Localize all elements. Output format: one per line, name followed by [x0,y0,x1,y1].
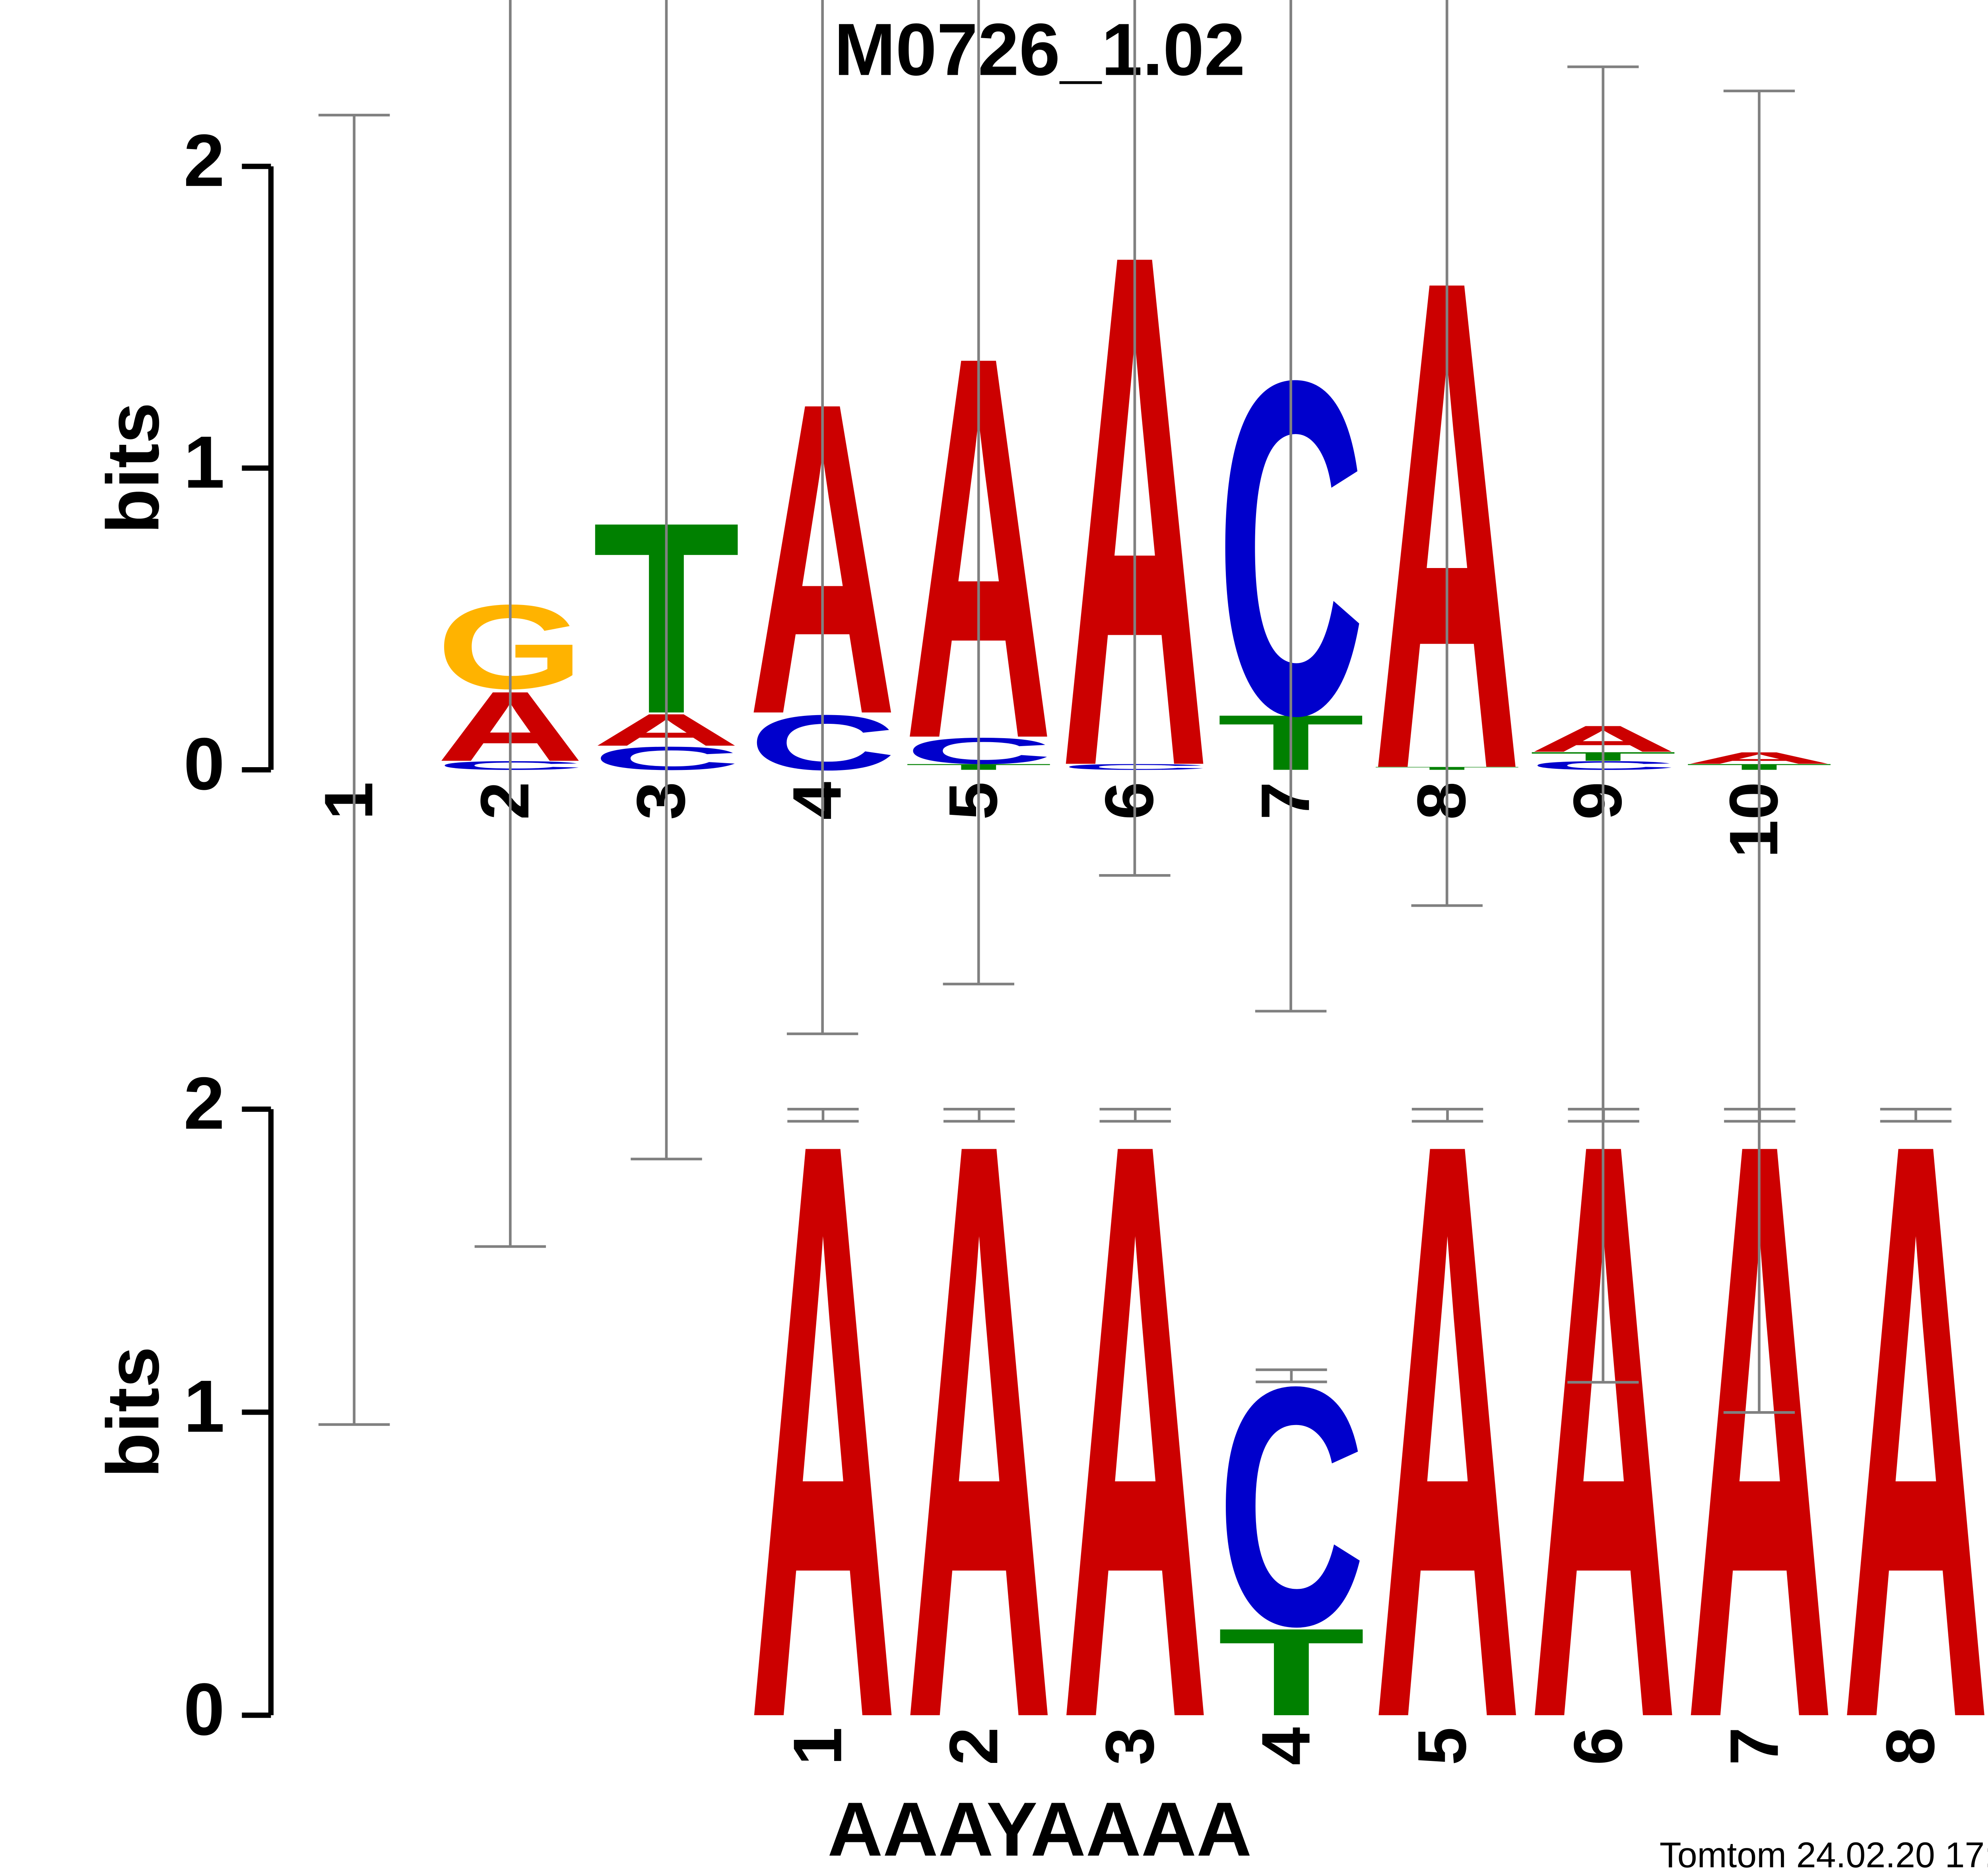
y-tick-label: 2 [184,1062,225,1144]
y-tick-label: 0 [184,1668,225,1751]
error-bar [1567,65,1639,1384]
x-tick-label: 3 [623,782,699,820]
x-tick-label: 4 [779,782,855,820]
x-tick-label: 7 [1247,782,1324,820]
error-bar [786,0,858,1035]
x-tick-label: 6 [1560,1727,1637,1765]
error-bar [1568,1108,1639,1123]
x-tick-label: 5 [935,782,1011,820]
x-tick-label: 2 [466,782,543,820]
x-tick-label: 9 [1559,782,1636,820]
error-bar [318,114,390,1426]
footer: Tomtom 24.02.20 17:27 [1660,1836,1988,1875]
error-bar [943,0,1014,985]
error-bar [787,1108,859,1123]
x-tick-label: 1 [310,782,387,820]
error-bar [1099,1108,1171,1123]
x-tick-label: 2 [935,1727,1012,1765]
error-bar [631,0,702,1161]
error-bars [318,0,1952,1426]
y-axis-label: bits [92,402,174,534]
logo-letter: T [1217,1603,1365,1742]
x-tick-label: 5 [1404,1727,1480,1765]
error-bar [1411,0,1483,907]
x-tick-label: 8 [1872,1727,1949,1765]
error-bar [943,1108,1015,1123]
error-bar [1724,1108,1796,1123]
y-tick-label: 1 [184,421,225,504]
x-tick-label: 8 [1403,782,1480,820]
error-bar [1099,0,1171,877]
error-bar [1880,1108,1952,1123]
x-tick-label: 10 [1715,782,1792,858]
chart-title: M0726_1.02 [834,9,1245,91]
x-tick-label: 7 [1716,1727,1792,1765]
error-bar [1411,1108,1483,1123]
error-bar [1723,89,1795,1414]
error-bar [1255,0,1327,1013]
x-tick-label: 6 [1091,782,1168,820]
y-tick-label: 1 [184,1365,225,1448]
error-bar [474,0,546,1248]
x-tick-label: 4 [1248,1727,1324,1765]
x-tick-label: 1 [779,1727,856,1765]
y-tick-label: 0 [184,723,225,805]
y-tick-label: 2 [184,120,225,202]
error-bar [1256,1368,1327,1383]
y-axis-label: bits [92,1346,174,1478]
x-axis-label: AAAYAAAA [827,1786,1252,1872]
x-tick-label: 3 [1091,1727,1168,1765]
